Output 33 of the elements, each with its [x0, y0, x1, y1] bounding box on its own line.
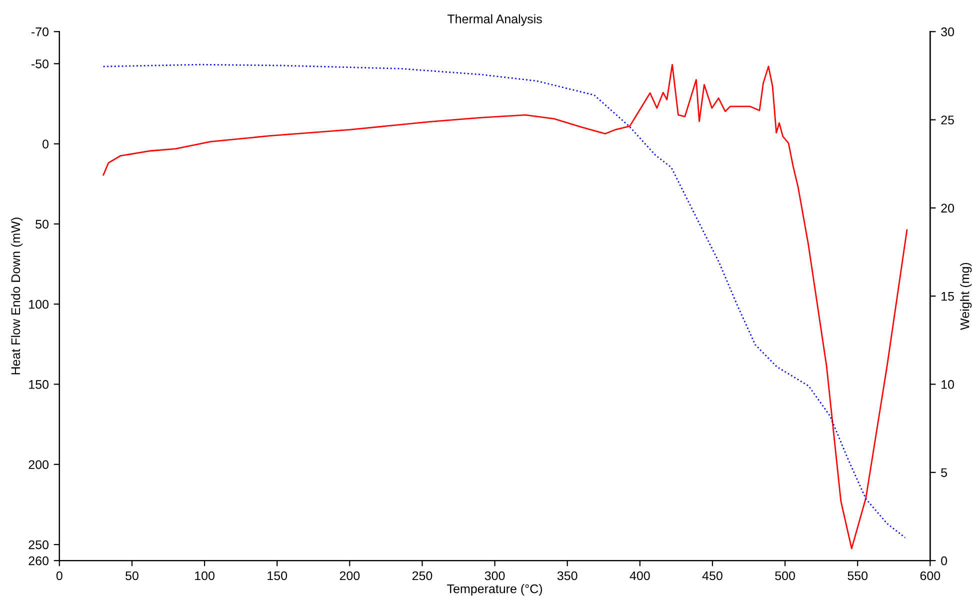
x-tick-label: 50: [126, 571, 138, 580]
x-tick-label: 500: [775, 571, 795, 580]
x-tick-label: 350: [557, 571, 578, 580]
y2-tick-label: 25: [941, 116, 954, 124]
x-tick-label: 450: [702, 571, 722, 580]
y2-tick-label: 10: [942, 380, 954, 389]
y2-tick-label: 15: [942, 292, 954, 301]
y2-tick-label: 0: [941, 556, 948, 566]
y-tick-label: 250: [28, 540, 49, 550]
y2-tick-label: 5: [941, 468, 948, 478]
y-tick-label: 100: [29, 300, 49, 309]
x-tick-label: 200: [340, 571, 360, 580]
y-tick-label: 50: [36, 220, 49, 229]
y2-axis-title: Weight (mg): [960, 262, 972, 330]
y-tick-label: -70: [31, 27, 49, 36]
y-tick-label: 150: [29, 380, 49, 389]
y-tick-label: -50: [31, 59, 49, 68]
chart-title: Thermal Analysis: [447, 14, 542, 26]
x-tick-label: 550: [848, 571, 868, 580]
y-axis-title: Heat Flow Endo Down (mW): [10, 218, 23, 374]
x-tick-label: 0: [56, 571, 62, 580]
x-tick-label: 150: [268, 571, 288, 580]
x-axis-title: Temperature (°C): [447, 584, 542, 596]
y-tick-label: 0: [42, 140, 49, 148]
x-tick-label: 600: [920, 571, 940, 580]
y-tick-label: 200: [28, 460, 49, 470]
y2-tick-label: 20: [941, 204, 954, 213]
x-tick-label: 100: [195, 571, 214, 580]
x-tick-label: 250: [412, 571, 432, 580]
y-tick-label: 260: [28, 556, 49, 566]
x-tick-label: 300: [484, 571, 505, 580]
y2-tick-label: 30: [941, 27, 954, 36]
x-tick-label: 400: [630, 571, 650, 580]
